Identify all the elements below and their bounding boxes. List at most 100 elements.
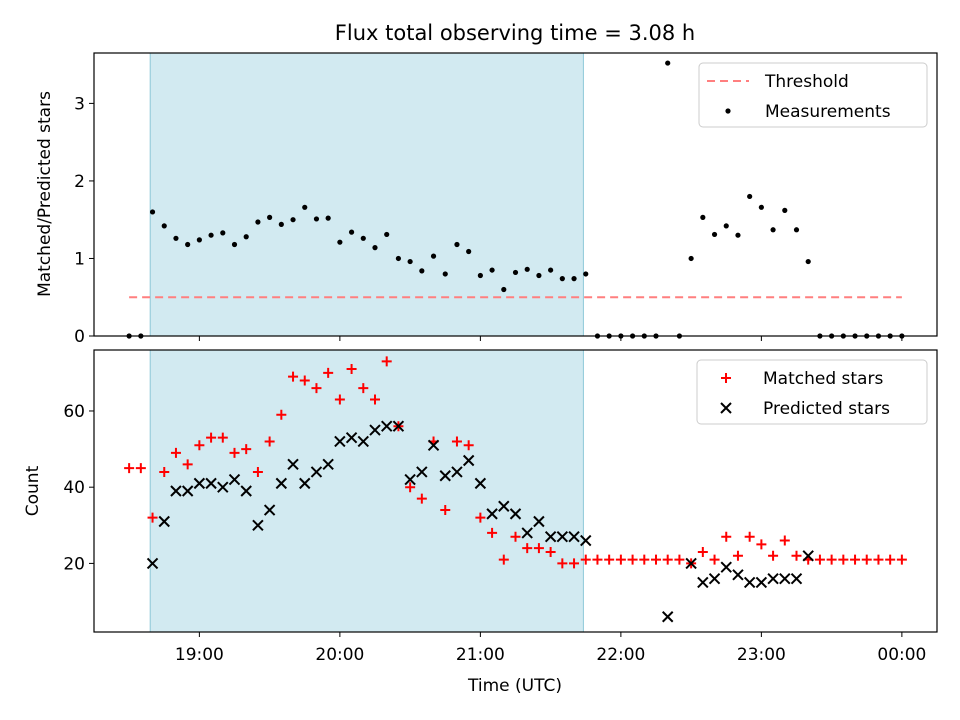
matched-star-point: [194, 440, 205, 451]
measurement-point: [220, 230, 226, 236]
matched-star-point: [510, 531, 521, 542]
y-tick-label: 2: [74, 172, 85, 192]
predicted-star-point: [146, 557, 159, 570]
x-tick-label: 20:00: [315, 645, 364, 665]
measurement-point: [793, 227, 800, 233]
observing-span-shade: [149, 52, 584, 337]
measurement-point: [384, 231, 390, 238]
predicted-star-point: [263, 504, 276, 516]
matched-star-point: [206, 432, 217, 443]
x-axis-label: Time (UTC): [467, 676, 562, 696]
matched-star-point: [217, 432, 228, 443]
matched-star-point: [475, 512, 486, 523]
measurement-point: [489, 267, 495, 273]
matched-star-point: [627, 554, 638, 565]
matched-star-point: [896, 554, 907, 565]
matched-star-point: [311, 383, 322, 394]
legend-entry-label: Matched stars: [763, 369, 883, 389]
predicted-star-point: [181, 485, 194, 497]
measurement-point: [196, 237, 202, 243]
matched-star-point: [756, 539, 767, 550]
y-tick-label: 60: [63, 402, 85, 422]
measurement-point: [430, 253, 437, 259]
matched-star-point: [814, 554, 825, 565]
matched-star-point: [569, 558, 580, 569]
predicted-star-point: [802, 550, 814, 562]
measurement-point: [723, 223, 729, 229]
matched-star-point: [288, 371, 299, 382]
measurement-point: [700, 214, 706, 220]
matched-star-point: [264, 436, 275, 447]
matched-star-point: [346, 364, 357, 375]
count-panel: 20 40 60 19:00 20:00 21:00 22:00 23:00 00:00 Tim…: [23, 349, 938, 696]
predicted-star-point: [533, 515, 545, 528]
matched-star-point: [487, 527, 498, 538]
predicted-star-point: [427, 439, 440, 451]
measurement-point: [149, 209, 156, 215]
predicted-star-point: [217, 481, 229, 493]
observing-span-shade: [149, 349, 584, 633]
legend-entry-label: Measurements: [765, 102, 891, 122]
predicted-star-point: [416, 466, 428, 478]
predicted-star-point: [381, 420, 393, 432]
y-axis-label-count: Count: [23, 465, 43, 516]
matched-star-point: [861, 554, 872, 565]
legend-entry-label: Predicted stars: [763, 399, 890, 419]
predicted-star-point: [287, 458, 299, 471]
matched-star-point: [370, 394, 380, 405]
predicted-star-point: [322, 458, 334, 471]
measurement-point: [231, 241, 238, 248]
matched-star-point: [252, 466, 263, 477]
matched-star-point: [639, 554, 650, 565]
measurement-point: [325, 215, 331, 221]
matched-star-point: [463, 440, 474, 451]
predicted-star-point: [544, 531, 557, 543]
x-tick-label: 23:00: [737, 645, 786, 665]
matched-star-point: [615, 554, 626, 565]
matched-star-point: [709, 554, 720, 565]
predicted-star-point: [767, 572, 779, 585]
chart-title: Flux total observing time = 3.08 h: [335, 21, 695, 45]
measurement-point: [348, 229, 355, 235]
measurement-point: [313, 216, 320, 222]
predicted-star-point: [486, 508, 498, 520]
matched-star-point: [838, 554, 849, 565]
matched-star-point: [557, 558, 568, 569]
measurement-point: [278, 221, 284, 227]
x-tick-label: 19:00: [175, 645, 224, 665]
matched-star-point: [791, 550, 802, 561]
predicted-star-point: [310, 466, 323, 478]
measurement-point: [747, 193, 753, 200]
predicted-star-point: [755, 576, 768, 589]
predicted-star-point: [404, 473, 416, 486]
predicted-star-point: [521, 527, 533, 539]
predicted-star-point: [732, 569, 744, 581]
predicted-star-point: [439, 470, 451, 482]
predicted-star-point: [158, 515, 170, 528]
x-tick-label: 21:00: [456, 645, 505, 665]
y-tick-label: 1: [74, 249, 85, 269]
predicted-star-point: [498, 500, 510, 512]
matched-star-point: [276, 409, 287, 420]
matched-star-point: [604, 554, 615, 565]
measurement-point: [583, 271, 589, 277]
measurement-point: [501, 286, 507, 293]
matched-star-point: [170, 447, 181, 458]
x-tick-label: 22:00: [596, 645, 645, 665]
ratio-legend: Threshold Measurements: [698, 62, 928, 128]
predicted-star-point: [252, 519, 264, 532]
y-tick-label: 3: [74, 94, 85, 114]
x-tick-label: 00:00: [877, 645, 926, 665]
matched-star-point: [885, 554, 896, 565]
matched-star-point: [334, 394, 345, 405]
matched-star-point: [779, 535, 790, 546]
y-tick-label: 20: [63, 554, 85, 574]
predicted-star-point: [743, 576, 756, 589]
matched-star-point: [498, 554, 509, 565]
matched-star-point: [732, 550, 743, 561]
measurement-point: [337, 239, 343, 245]
matched-star-point: [721, 531, 732, 542]
matched-star-point: [182, 459, 193, 470]
predicted-star-point: [240, 485, 252, 497]
matched-star-point: [744, 531, 755, 542]
